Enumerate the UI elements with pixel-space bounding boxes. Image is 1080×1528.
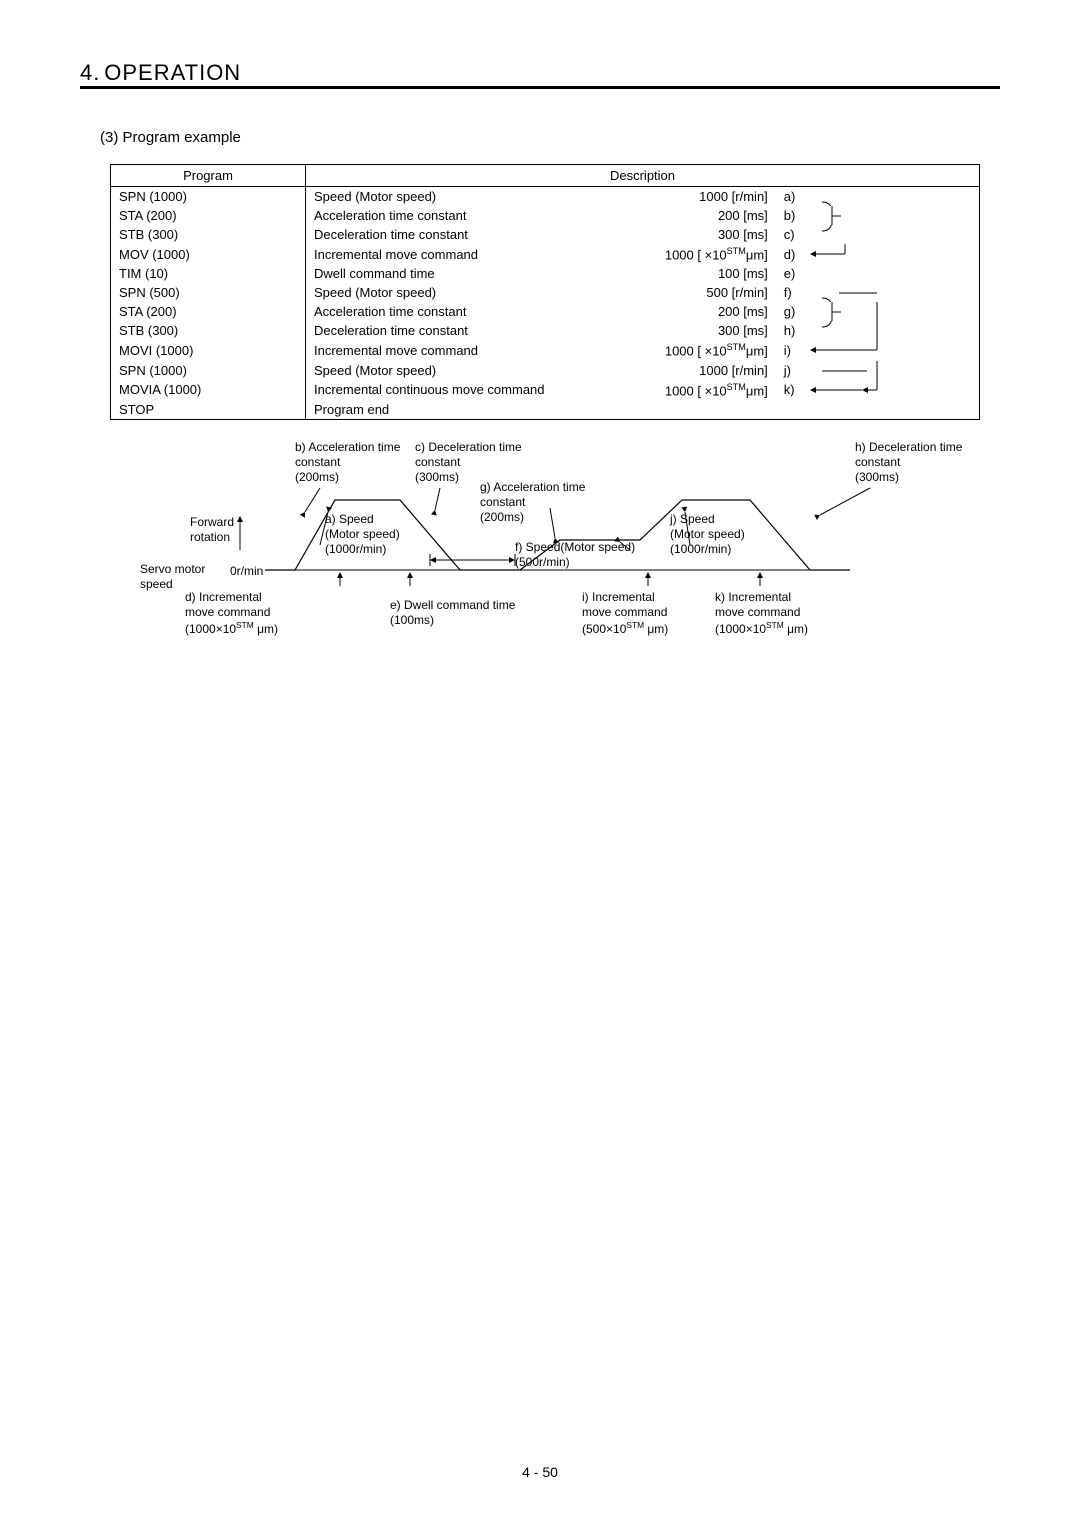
table-row: STOPProgram end xyxy=(111,400,980,420)
cell-graphic xyxy=(807,321,979,340)
cell-description: Acceleration time constant xyxy=(306,302,616,321)
cell-graphic xyxy=(807,225,979,244)
cell-program: MOVIA (1000) xyxy=(111,380,306,400)
cell-graphic xyxy=(807,187,979,207)
cell-program: TIM (10) xyxy=(111,264,306,283)
th-description: Description xyxy=(306,165,980,187)
cell-ref xyxy=(776,400,808,420)
cell-graphic xyxy=(807,283,979,302)
cell-graphic xyxy=(807,380,979,400)
diagram-label-c: c) Deceleration timeconstant(300ms) xyxy=(415,440,522,485)
table-body: SPN (1000)Speed (Motor speed)1000 [r/min… xyxy=(111,187,980,420)
cell-value: 500 [r/min] xyxy=(615,283,776,302)
table-row: STB (300)Deceleration time constant300 [… xyxy=(111,321,980,340)
cell-description: Speed (Motor speed) xyxy=(306,361,616,380)
cell-program: SPN (1000) xyxy=(111,361,306,380)
diagram-label-h: h) Deceleration timeconstant(300ms) xyxy=(855,440,962,485)
diagram-label-g: g) Acceleration timeconstant(200ms) xyxy=(480,480,585,525)
cell-description: Incremental continuous move command xyxy=(306,380,616,400)
cell-graphic xyxy=(807,206,979,225)
page-number: 4 - 50 xyxy=(0,1464,1080,1480)
cell-ref: d) xyxy=(776,244,808,264)
cell-program: STOP xyxy=(111,400,306,420)
table-row: SPN (1000)Speed (Motor speed)1000 [r/min… xyxy=(111,361,980,380)
title-rule xyxy=(80,86,1000,89)
cell-value: 1000 [ ×10STMμm] xyxy=(615,340,776,360)
table-row: MOVI (1000)Incremental move command1000 … xyxy=(111,340,980,360)
subsection-label: (3) Program example xyxy=(100,129,1000,146)
section-number: 4. xyxy=(80,60,100,85)
cell-description: Speed (Motor speed) xyxy=(306,187,616,207)
section-title: OPERATION xyxy=(104,60,241,85)
cell-description: Dwell command time xyxy=(306,264,616,283)
cell-program: MOV (1000) xyxy=(111,244,306,264)
cell-ref: e) xyxy=(776,264,808,283)
timing-diagram: b) Acceleration timeconstant(200ms) c) De… xyxy=(110,440,980,650)
table-row: SPN (1000)Speed (Motor speed)1000 [r/min… xyxy=(111,187,980,207)
cell-description: Program end xyxy=(306,400,616,420)
cell-program: STB (300) xyxy=(111,225,306,244)
cell-description: Acceleration time constant xyxy=(306,206,616,225)
cell-ref: a) xyxy=(776,187,808,207)
cell-value: 300 [ms] xyxy=(615,225,776,244)
diagram-label-j: j) Speed(Motor speed)(1000r/min) xyxy=(670,512,745,557)
cell-graphic xyxy=(807,340,979,360)
cell-program: SPN (500) xyxy=(111,283,306,302)
cell-ref: j) xyxy=(776,361,808,380)
cell-ref: k) xyxy=(776,380,808,400)
cell-value: 1000 [ ×10STMμm] xyxy=(615,380,776,400)
cell-graphic xyxy=(807,244,979,264)
cell-ref: b) xyxy=(776,206,808,225)
table-row: SPN (500)Speed (Motor speed)500 [r/min]f… xyxy=(111,283,980,302)
th-program: Program xyxy=(111,165,306,187)
cell-ref: f) xyxy=(776,283,808,302)
cell-ref: c) xyxy=(776,225,808,244)
diagram-label-k: k) Incrementalmove command(1000×10STM μm… xyxy=(715,590,808,637)
cell-value: 1000 [r/min] xyxy=(615,361,776,380)
diagram-label-i: i) Incrementalmove command(500×10STM μm) xyxy=(582,590,668,637)
cell-graphic xyxy=(807,361,979,380)
cell-value: 1000 [ ×10STMμm] xyxy=(615,244,776,264)
table-row: MOV (1000)Incremental move command1000 [… xyxy=(111,244,980,264)
cell-value: 1000 [r/min] xyxy=(615,187,776,207)
cell-value: 200 [ms] xyxy=(615,302,776,321)
cell-graphic xyxy=(807,302,979,321)
cell-graphic xyxy=(807,264,979,283)
cell-program: SPN (1000) xyxy=(111,187,306,207)
cell-ref: i) xyxy=(776,340,808,360)
diagram-label-e: e) Dwell command time(100ms) xyxy=(390,598,515,628)
diagram-label-fwd: Forwardrotation xyxy=(190,515,234,545)
cell-graphic xyxy=(807,400,979,420)
diagram-label-d: d) Incrementalmove command(1000×10STM μm… xyxy=(185,590,278,637)
table-row: TIM (10)Dwell command time100 [ms]e) xyxy=(111,264,980,283)
diagram-label-a: a) Speed(Motor speed)(1000r/min) xyxy=(325,512,400,557)
cell-program: MOVI (1000) xyxy=(111,340,306,360)
table-row: STA (200)Acceleration time constant200 [… xyxy=(111,206,980,225)
table-row: STA (200)Acceleration time constant200 [… xyxy=(111,302,980,321)
program-table: Program Description SPN (1000)Speed (Mot… xyxy=(110,164,980,420)
table-row: STB (300)Deceleration time constant300 [… xyxy=(111,225,980,244)
cell-description: Incremental move command xyxy=(306,340,616,360)
cell-value: 200 [ms] xyxy=(615,206,776,225)
cell-program: STA (200) xyxy=(111,206,306,225)
cell-ref: h) xyxy=(776,321,808,340)
cell-program: STB (300) xyxy=(111,321,306,340)
section-header: 4. OPERATION xyxy=(80,60,1000,86)
cell-description: Deceleration time constant xyxy=(306,225,616,244)
cell-value: 300 [ms] xyxy=(615,321,776,340)
diagram-label-zero: 0r/min xyxy=(230,564,263,579)
cell-program: STA (200) xyxy=(111,302,306,321)
diagram-label-f: f) Speed(Motor speed)(500r/min) xyxy=(515,540,635,570)
cell-description: Deceleration time constant xyxy=(306,321,616,340)
table-row: MOVIA (1000)Incremental continuous move … xyxy=(111,380,980,400)
cell-description: Speed (Motor speed) xyxy=(306,283,616,302)
diagram-label-sms: Servo motorspeed xyxy=(140,562,205,592)
cell-value: 100 [ms] xyxy=(615,264,776,283)
diagram-label-b: b) Acceleration timeconstant(200ms) xyxy=(295,440,400,485)
cell-value xyxy=(615,400,776,420)
cell-ref: g) xyxy=(776,302,808,321)
cell-description: Incremental move command xyxy=(306,244,616,264)
